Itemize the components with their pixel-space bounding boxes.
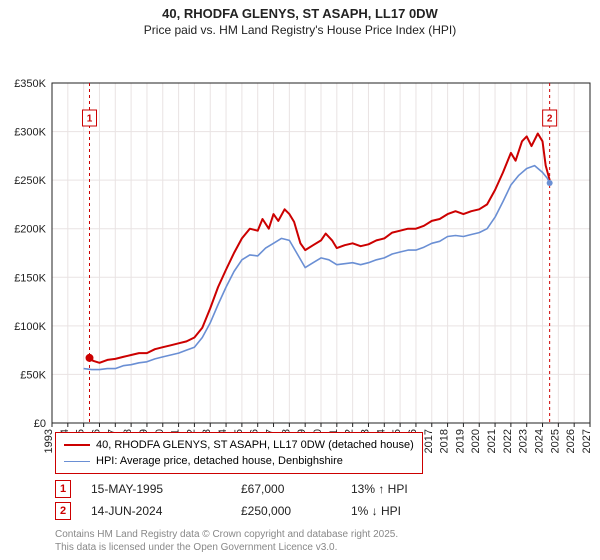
marker-price: £67,000: [241, 482, 351, 496]
svg-text:2027: 2027: [581, 429, 593, 453]
legend-label: 40, RHODFA GLENYS, ST ASAPH, LL17 0DW (d…: [96, 439, 414, 451]
svg-text:2020: 2020: [470, 429, 482, 453]
legend-swatch: [64, 461, 90, 462]
svg-text:£200K: £200K: [14, 224, 46, 236]
marker-number: 2: [55, 502, 71, 520]
marker-row: 2 14-JUN-2024£250,0001% ↓ HPI: [55, 500, 461, 522]
svg-text:2017: 2017: [423, 429, 435, 453]
svg-text:2023: 2023: [518, 429, 530, 453]
legend-label: HPI: Average price, detached house, Denb…: [96, 455, 343, 467]
legend-row: HPI: Average price, detached house, Denb…: [64, 453, 414, 469]
svg-text:£350K: £350K: [14, 78, 46, 90]
footer-block: Contains HM Land Registry data © Crown c…: [55, 528, 398, 554]
svg-text:2025: 2025: [549, 429, 561, 453]
chart-plot: £0 £50K £100K £150K £200K £250K £300K £350K 1 2 19…: [0, 37, 600, 467]
svg-text:2: 2: [547, 114, 553, 125]
title-block: 40, RHODFA GLENYS, ST ASAPH, LL17 0DW Pr…: [0, 0, 600, 37]
marker-pct: 13% ↑ HPI: [351, 482, 461, 496]
legend-box: 40, RHODFA GLENYS, ST ASAPH, LL17 0DW (d…: [55, 432, 423, 474]
svg-text:£0: £0: [34, 418, 46, 430]
legend-row: 40, RHODFA GLENYS, ST ASAPH, LL17 0DW (d…: [64, 437, 414, 453]
markers-table: 1 15-MAY-1995£67,00013% ↑ HPI 2 14-JUN-2024…: [55, 478, 461, 522]
svg-text:£250K: £250K: [14, 175, 46, 187]
marker-price: £250,000: [241, 504, 351, 518]
svg-text:£300K: £300K: [14, 127, 46, 139]
svg-text:2021: 2021: [486, 429, 498, 453]
svg-text:£100K: £100K: [14, 321, 46, 333]
svg-text:1993: 1993: [43, 429, 55, 453]
svg-text:£150K: £150K: [14, 272, 46, 284]
svg-text:1: 1: [87, 114, 93, 125]
chart-container: 40, RHODFA GLENYS, ST ASAPH, LL17 0DW Pr…: [0, 0, 600, 560]
marker-row: 1 15-MAY-1995£67,00013% ↑ HPI: [55, 478, 461, 500]
marker-number: 1: [55, 480, 71, 498]
svg-text:2018: 2018: [439, 429, 451, 453]
marker-pct: 1% ↓ HPI: [351, 504, 461, 518]
title-line-1: 40, RHODFA GLENYS, ST ASAPH, LL17 0DW: [0, 6, 600, 21]
svg-text:£50K: £50K: [20, 369, 46, 381]
svg-text:2024: 2024: [534, 429, 546, 453]
marker-date: 15-MAY-1995: [91, 482, 241, 496]
svg-text:2022: 2022: [502, 429, 514, 453]
legend-swatch: [64, 444, 90, 446]
marker-date: 14-JUN-2024: [91, 504, 241, 518]
footer-line-2: This data is licensed under the Open Gov…: [55, 541, 398, 554]
title-line-2: Price paid vs. HM Land Registry's House …: [0, 23, 600, 37]
svg-text:2026: 2026: [565, 429, 577, 453]
footer-line-1: Contains HM Land Registry data © Crown c…: [55, 528, 398, 541]
svg-text:2019: 2019: [454, 429, 466, 453]
